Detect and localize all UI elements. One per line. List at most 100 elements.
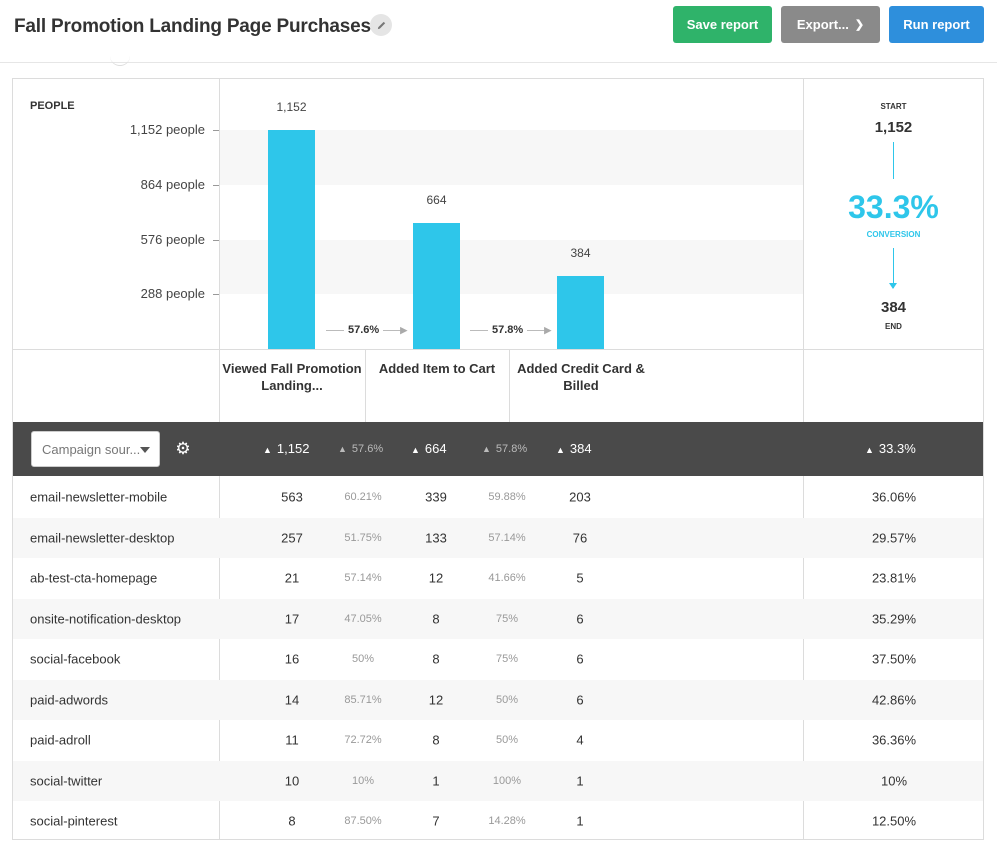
conversion-value: 33.3% xyxy=(848,189,939,225)
bar-step-3[interactable] xyxy=(557,276,604,349)
row-pct1: 60.21% xyxy=(344,491,382,504)
row-step3: 6 xyxy=(576,651,584,667)
row-conversion: 36.36% xyxy=(871,732,917,748)
start-value: 1,152 xyxy=(874,119,913,136)
sort-icon: ▲︎ xyxy=(482,444,491,454)
row-pct1: 72.72% xyxy=(344,734,382,747)
row-conversion: 36.06% xyxy=(871,489,917,505)
row-step2: 7 xyxy=(432,813,440,829)
bar-step-1[interactable] xyxy=(268,130,315,349)
header-step2-value: 664 xyxy=(424,441,447,456)
row-step3: 4 xyxy=(576,732,584,748)
caret-down-icon xyxy=(140,447,150,453)
row-conversion: 42.86% xyxy=(871,692,917,708)
row-pct1: 47.05% xyxy=(344,612,382,625)
table-row[interactable]: social-pinterest 8 87.50% 7 14.28% 1 12.50% xyxy=(13,801,983,842)
table-row[interactable]: email-newsletter-desktop 257 51.75% 133 57.1… xyxy=(13,517,983,558)
row-pct2: 50% xyxy=(495,693,519,706)
conversion-summary: START 1,152 33.3% CONVERSION 384 END xyxy=(804,79,983,349)
bar-step-2[interactable] xyxy=(413,222,460,349)
pencil-icon xyxy=(377,21,385,29)
sort-pct2[interactable]: ▲︎ 57.8% xyxy=(482,443,527,455)
sort-step2[interactable]: ▲︎ 664 xyxy=(411,441,447,456)
row-pct2: 75% xyxy=(495,612,519,625)
row-source: paid-adroll xyxy=(30,732,91,748)
connector-line xyxy=(383,329,402,331)
save-report-label: Save report xyxy=(686,17,759,32)
row-source: email-newsletter-desktop xyxy=(30,530,175,546)
row-pct2: 75% xyxy=(495,653,519,666)
run-report-button[interactable]: Run report xyxy=(889,6,984,43)
sort-step1[interactable]: ▲︎ 1,152 xyxy=(263,441,309,456)
step-name-2: Added Item to Cart xyxy=(378,361,496,376)
row-conversion: 12.50% xyxy=(871,813,917,829)
row-step3: 1 xyxy=(576,813,584,829)
funnel-panel xyxy=(12,78,984,840)
row-conversion: 37.50% xyxy=(871,651,917,667)
header-pct1-value: 57.6% xyxy=(351,443,384,455)
step-conversion: 57.6% ▶ xyxy=(326,324,407,336)
row-pct1: 87.50% xyxy=(344,815,382,828)
save-report-button[interactable]: Save report xyxy=(673,6,772,43)
row-step1: 257 xyxy=(281,530,303,546)
connector-line xyxy=(527,329,546,331)
row-step3: 6 xyxy=(576,611,584,627)
segment-dropdown-value: Campaign sour... xyxy=(42,441,141,457)
sort-step3[interactable]: ▲︎ 384 xyxy=(556,441,592,456)
divider-step1 xyxy=(365,350,366,422)
row-source: social-twitter xyxy=(30,773,103,789)
conversion-label: CONVERSION xyxy=(866,230,921,239)
table-row[interactable]: social-facebook 16 50% 8 75% 6 37.50% xyxy=(13,639,983,680)
table-header-bar xyxy=(13,422,983,476)
row-source: onsite-notification-desktop xyxy=(30,611,182,627)
gear-icon[interactable]: ⚙ xyxy=(175,439,191,458)
row-step3: 5 xyxy=(576,570,584,586)
divider-chart-bottom xyxy=(13,349,983,350)
sort-icon: ▲︎ xyxy=(865,445,874,455)
report-title: Fall Promotion Landing Page Purchases xyxy=(14,16,371,37)
row-pct2: 59.88% xyxy=(488,491,526,504)
top-bar: Fall Promotion Landing Page Purchases Sa… xyxy=(0,0,997,63)
run-report-label: Run report xyxy=(903,17,970,32)
sort-icon: ▲︎ xyxy=(263,445,272,455)
row-pct1: 85.71% xyxy=(344,693,382,706)
row-pct1: 57.14% xyxy=(344,572,382,585)
y-tick-mark xyxy=(213,239,219,241)
table-row[interactable]: onsite-notification-desktop 17 47.05% 8 75% 6… xyxy=(13,598,983,639)
row-pct2: 14.28% xyxy=(488,815,526,828)
header-step3-value: 384 xyxy=(569,441,592,456)
row-pct1: 51.75% xyxy=(344,531,382,544)
row-step2: 1 xyxy=(432,773,440,789)
row-source: social-facebook xyxy=(30,651,121,667)
y-tick-label: 576 people xyxy=(140,231,205,247)
row-step1: 21 xyxy=(284,570,300,586)
y-tick-mark xyxy=(213,294,219,296)
row-conversion: 35.29% xyxy=(871,611,917,627)
sort-overall[interactable]: ▲︎ 33.3% xyxy=(865,441,916,456)
header-step1-value: 1,152 xyxy=(276,441,310,456)
row-conversion: 29.57% xyxy=(871,530,917,546)
table-row[interactable]: email-newsletter-mobile 563 60.21% 339 59.88… xyxy=(13,477,983,518)
table-row[interactable]: paid-adroll 11 72.72% 8 50% 4 36.36% xyxy=(13,720,983,761)
step-conversion-value: 57.8% xyxy=(492,324,524,336)
y-tick-label: 864 people xyxy=(140,176,205,192)
row-step1: 8 xyxy=(288,813,296,829)
row-step2: 12 xyxy=(428,570,444,586)
end-value: 384 xyxy=(880,299,907,316)
sort-pct1[interactable]: ▲︎ 57.6% xyxy=(338,443,383,455)
table-row[interactable]: social-twitter 10 10% 1 100% 1 10% xyxy=(13,760,983,801)
row-step3: 6 xyxy=(576,692,584,708)
table-row[interactable]: paid-adwords 14 85.71% 12 50% 6 42.86% xyxy=(13,679,983,720)
sort-icon: ▲︎ xyxy=(556,445,565,455)
row-step2: 8 xyxy=(432,732,440,748)
bar-value-label: 664 xyxy=(426,192,447,207)
edit-title-button[interactable] xyxy=(370,14,392,36)
row-step1: 11 xyxy=(285,732,299,748)
segment-dropdown[interactable]: Campaign sour... xyxy=(31,431,160,467)
y-axis-title: PEOPLE xyxy=(30,100,75,112)
table-row[interactable]: ab-test-cta-homepage 21 57.14% 12 41.66% 5 23.… xyxy=(13,558,983,599)
row-step1: 17 xyxy=(284,611,300,627)
chart-band xyxy=(220,130,803,185)
end-label: END xyxy=(885,322,902,331)
export-button[interactable]: Export... ❯ xyxy=(781,6,880,43)
